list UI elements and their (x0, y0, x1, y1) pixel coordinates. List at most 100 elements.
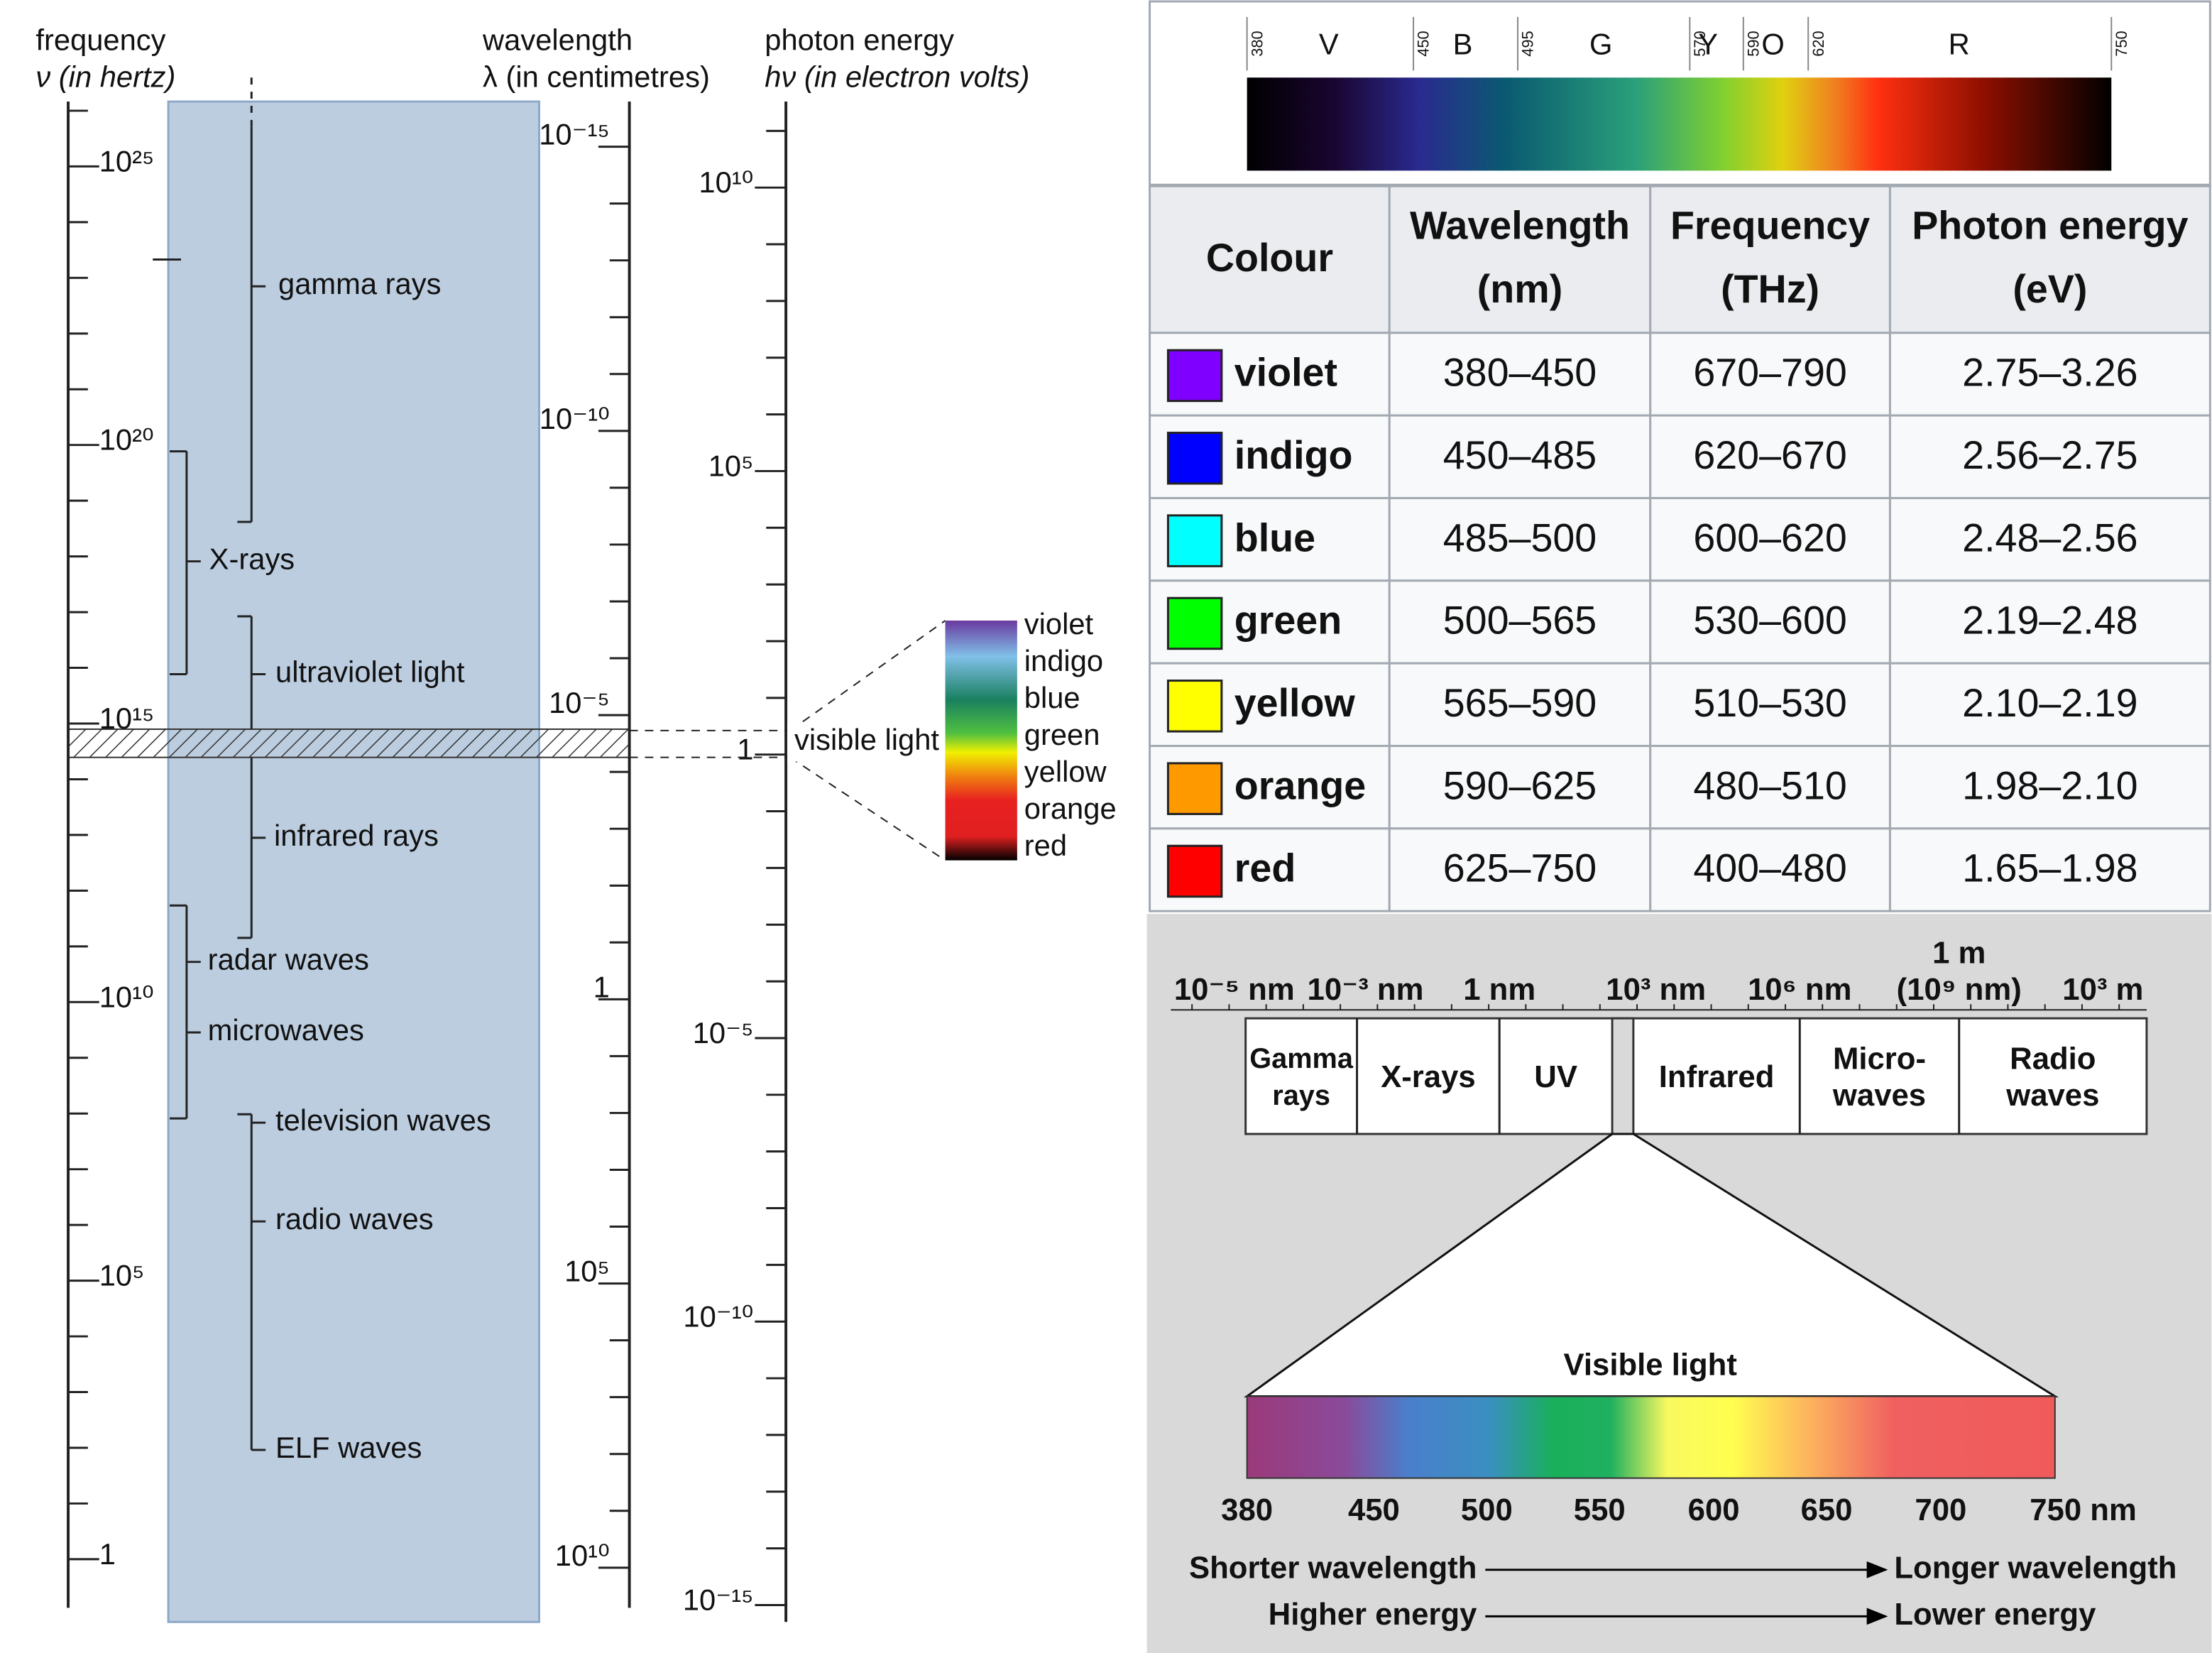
band-label: UV (1534, 1059, 1577, 1094)
tick-label: 10⁻⁵ (549, 686, 610, 719)
color-label: red (1024, 829, 1067, 862)
cell (1649, 414, 1891, 499)
cell (1649, 332, 1891, 417)
color-label: yellow (1024, 755, 1107, 788)
label: ν (in hertz) (35, 60, 175, 93)
callout (789, 756, 946, 861)
header-title: Photon energy (1912, 203, 2188, 247)
cell-text: 565–590 (1443, 681, 1597, 725)
band-label: X-rays (1381, 1059, 1476, 1094)
spectrum-tick-label: 590 (1744, 31, 1762, 56)
band-label: Micro- (1833, 1041, 1926, 1076)
cell-text: 590–625 (1443, 763, 1597, 807)
cell (1388, 332, 1652, 417)
header-title: Colour (1206, 236, 1333, 280)
visible-axis-label: 650 (1801, 1493, 1853, 1527)
band-label: radar waves (208, 943, 369, 976)
band-label: radio waves (275, 1202, 434, 1235)
header-cell (1149, 185, 1391, 334)
visible-label: visible light (794, 723, 939, 756)
cell-text: 1.65–1.98 (1962, 846, 2137, 890)
tick-label: 10⁻¹⁰ (540, 402, 610, 435)
cell (1388, 579, 1652, 665)
color-label: violet (1024, 607, 1094, 640)
header-cell (1888, 185, 2211, 334)
scale-label: 1 nm (1463, 972, 1535, 1007)
color-label: orange (1024, 792, 1117, 825)
header-unit: (eV) (2013, 267, 2087, 311)
color-name: red (1234, 846, 1296, 890)
label: photon energy (765, 23, 954, 57)
color-name: indigo (1234, 433, 1353, 477)
color-label: blue (1024, 681, 1080, 714)
tick-label: 10⁵ (708, 449, 754, 482)
tick-label: 10⁻¹⁵ (539, 118, 610, 151)
cell-text: 450–485 (1443, 433, 1597, 477)
color-label: indigo (1024, 644, 1103, 677)
band-label: television waves (275, 1103, 491, 1137)
band-label: microwaves (208, 1013, 364, 1047)
tick-label: 10¹⁰ (699, 165, 753, 199)
swatch (1166, 596, 1223, 650)
cell (1649, 745, 1891, 830)
spectrum-tick-label: 380 (1248, 31, 1266, 56)
cell (1888, 662, 2211, 747)
spectrum-tick-label: 750 (2113, 31, 2130, 56)
cell (1388, 827, 1652, 912)
cell (1388, 414, 1652, 499)
tick-label: 1 (593, 970, 610, 1003)
cell-text: 485–500 (1443, 515, 1597, 560)
label: wavelength (482, 23, 633, 57)
visible-axis-label: 750 nm (2030, 1493, 2137, 1527)
visible-axis-label: 700 (1915, 1493, 1966, 1527)
spectrum-letter: V (1319, 28, 1339, 61)
arrow-from: Shorter wavelength (1189, 1550, 1477, 1585)
visible-white (787, 722, 943, 762)
spectrum-tick-label: 620 (1809, 31, 1827, 56)
tick-label: 10⁻¹⁰ (683, 1299, 753, 1333)
cell-text: 2.19–2.48 (1962, 599, 2137, 643)
visible-bar (1246, 1395, 2056, 1479)
cell-text: 2.75–3.26 (1962, 351, 2137, 395)
band-label: gamma rays (278, 267, 441, 300)
band-background (167, 100, 540, 1623)
cell (1649, 827, 1891, 912)
spectrum-letter: O (1761, 28, 1784, 61)
cell (1888, 827, 2211, 912)
spectrum-letter: Y (1698, 28, 1718, 61)
cell-text: 625–750 (1443, 846, 1597, 890)
cell (1388, 745, 1652, 830)
tick-label: 10⁻¹⁵ (683, 1583, 754, 1617)
cell-text: 530–600 (1693, 599, 1847, 643)
swatch (1166, 432, 1223, 485)
spectrum-tick-label: 570 (1691, 31, 1709, 56)
scale-label: 10³ m (2062, 972, 2143, 1007)
tick-label: 10⁵ (564, 1255, 610, 1288)
cell (1888, 496, 2211, 582)
cell-text: 400–480 (1693, 846, 1847, 890)
tick-label: 10⁻⁵ (693, 1016, 754, 1049)
color-name: violet (1234, 351, 1337, 395)
scale-label: 10⁻⁵ nm (1174, 972, 1295, 1007)
band-label: infrared rays (274, 819, 439, 852)
cell (1888, 332, 2211, 417)
cell (1888, 414, 2211, 499)
swatch (1166, 762, 1223, 815)
cell (1888, 745, 2211, 830)
cell-text: 620–670 (1693, 433, 1847, 477)
color-name: green (1234, 599, 1342, 643)
tick-label: 10¹⁰ (555, 1539, 610, 1572)
band-label: Radio (2010, 1041, 2096, 1076)
cell-text: 500–565 (1443, 599, 1597, 643)
cell-text: 2.56–2.75 (1962, 433, 2137, 477)
swatch (1166, 844, 1223, 898)
cell (1649, 662, 1891, 747)
band-box (1244, 1017, 2148, 1135)
band-label: rays (1272, 1080, 1330, 1111)
spectrum-letter: G (1589, 28, 1612, 61)
band-label: ultraviolet light (275, 655, 465, 688)
cell-text: 380–450 (1443, 351, 1597, 395)
cell (1649, 579, 1891, 665)
